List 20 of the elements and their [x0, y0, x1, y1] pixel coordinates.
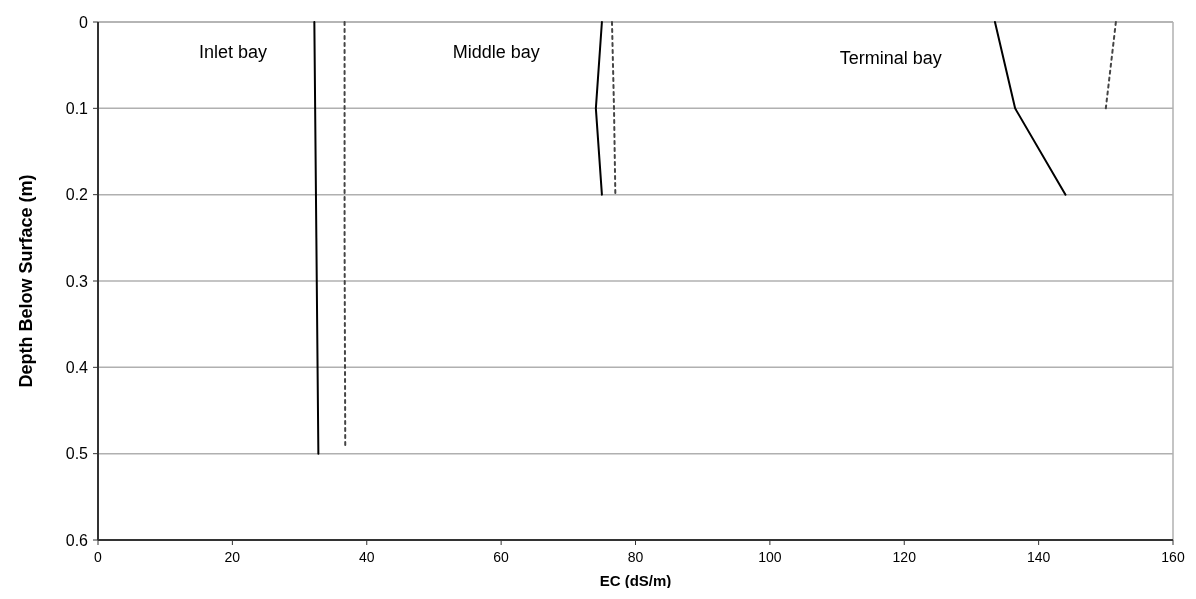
y-tick-label: 0.2: [65, 186, 89, 204]
x-tick-label: 60: [493, 549, 510, 565]
x-tick-label: 80: [627, 549, 644, 565]
x-tick-label: 160: [1161, 549, 1185, 565]
y-tick-label: 0: [79, 13, 89, 31]
annotation: Middle bay: [452, 42, 540, 62]
x-tick-label: 40: [358, 549, 375, 565]
y-tick-label: 0.6: [65, 531, 89, 549]
x-tick-label: 0: [94, 549, 103, 565]
x-tick-label: 20: [224, 549, 241, 565]
x-tick-label: 120: [892, 549, 917, 565]
y-tick-label: 0.1: [65, 99, 89, 117]
y-tick-label: 0.5: [65, 445, 89, 463]
y-tick-label: 0.4: [65, 358, 89, 376]
annotation: Inlet bay: [199, 42, 268, 62]
x-tick-label: 140: [1026, 549, 1051, 565]
y-axis-title: Depth Below Surface (m): [16, 174, 36, 388]
x-tick-label: 100: [758, 549, 782, 565]
annotation: Terminal bay: [839, 48, 942, 68]
y-tick-label: 0.3: [65, 272, 89, 290]
